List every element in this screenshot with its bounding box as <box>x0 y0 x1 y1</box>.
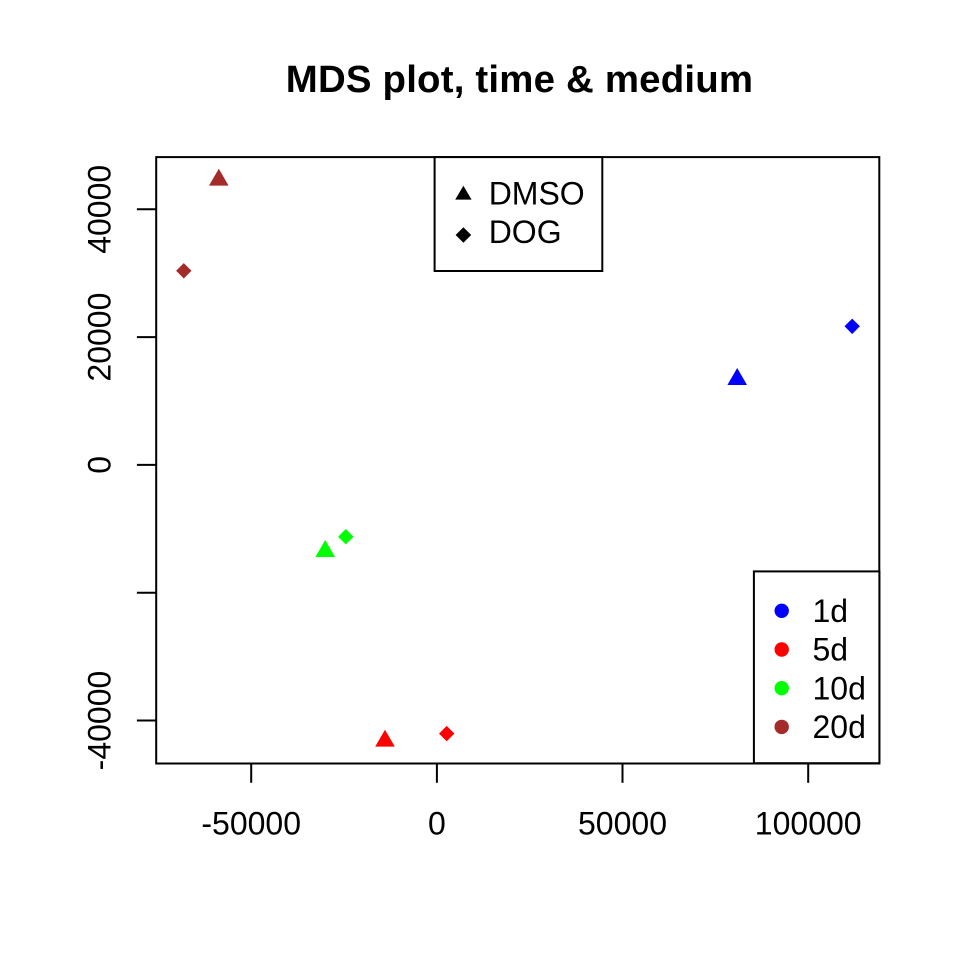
svg-text:0: 0 <box>82 456 118 474</box>
svg-text:40000: 40000 <box>82 165 118 254</box>
svg-text:1d: 1d <box>813 593 849 629</box>
svg-text:0: 0 <box>428 806 446 842</box>
svg-text:50000: 50000 <box>578 806 667 842</box>
svg-text:10d: 10d <box>813 670 866 706</box>
svg-text:-40000: -40000 <box>82 671 118 771</box>
svg-text:MDS plot, time & medium: MDS plot, time & medium <box>286 58 753 101</box>
svg-text:5d: 5d <box>813 632 849 668</box>
svg-text:DOG: DOG <box>489 214 562 250</box>
svg-text:-50000: -50000 <box>201 806 301 842</box>
svg-text:100000: 100000 <box>755 806 862 842</box>
svg-text:20d: 20d <box>813 709 866 745</box>
svg-text:20000: 20000 <box>82 293 118 382</box>
svg-text:DMSO: DMSO <box>489 175 585 211</box>
